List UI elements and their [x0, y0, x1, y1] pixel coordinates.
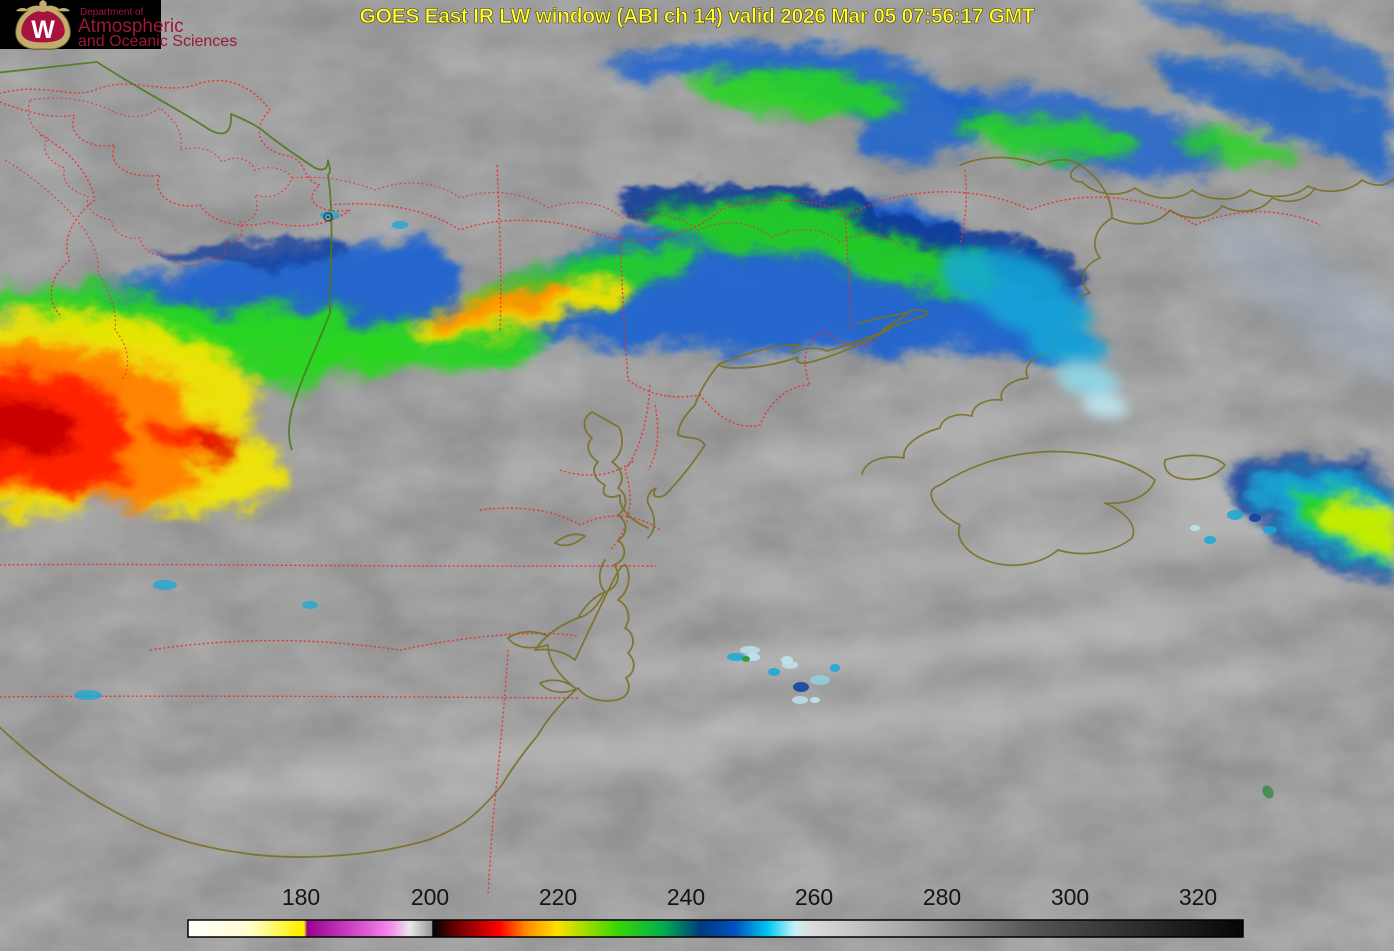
svg-text:240: 240: [667, 884, 705, 910]
svg-text:GOES East IR LW window (ABI ch: GOES East IR LW window (ABI ch 14) valid…: [360, 5, 1035, 28]
svg-text:220: 220: [539, 884, 577, 910]
svg-text:320: 320: [1179, 884, 1217, 910]
svg-text:and Oceanic Sciences: and Oceanic Sciences: [78, 33, 237, 50]
svg-text:300: 300: [1051, 884, 1089, 910]
svg-text:280: 280: [923, 884, 961, 910]
svg-text:180: 180: [282, 884, 320, 910]
svg-text:260: 260: [795, 884, 833, 910]
svg-text:W: W: [31, 16, 55, 44]
svg-text:200: 200: [411, 884, 449, 910]
